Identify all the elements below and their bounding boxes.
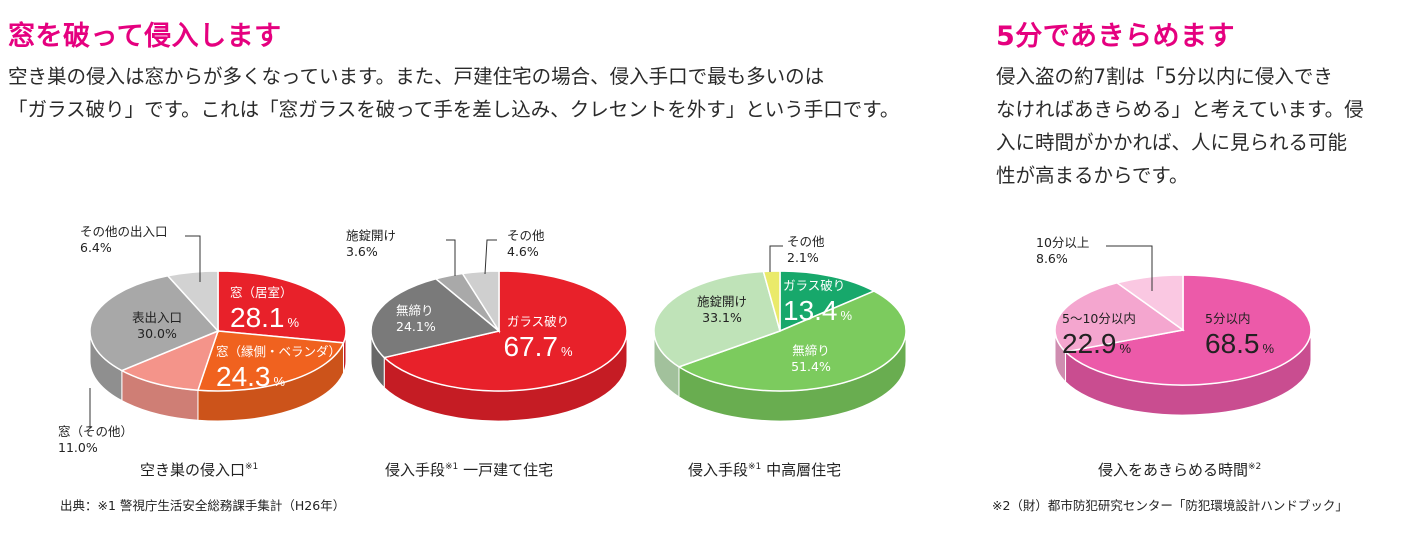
left-paragraph: 空き巣の侵入は窓からが多くなっています。また、戸建住宅の場合、侵入手口で最も多い… <box>8 60 899 126</box>
pie-4-value-3: 8.6% <box>1036 251 1068 266</box>
chart-1-caption-text: 空き巣の侵入口 <box>140 461 246 479</box>
pie-3-label-1: ガラス破り <box>783 278 845 293</box>
chart-3-caption-note: ※1 <box>748 462 762 472</box>
pie-4-label-1: 5分以内 <box>1205 311 1250 326</box>
pie-1-leader-5 <box>185 235 201 282</box>
pie-3-label-4: その他 <box>787 234 825 249</box>
pie-3-slice-2 <box>677 290 907 392</box>
chart-3-caption-text: 侵入手段 <box>688 461 749 479</box>
pie-4-label-3: 10分以上 <box>1036 235 1089 250</box>
pie-4-label-2: 5～10分以内 <box>1062 311 1136 326</box>
pie-3-slice-3 <box>653 270 781 368</box>
pie-1-slice-2 <box>196 330 345 392</box>
pie-2-slice-2 <box>370 277 501 359</box>
pie-chart-1: 窓（居室）28.1 %窓（縁側・ベランダ）24.3 %窓（その他）11.0%表出入口… <box>58 224 347 455</box>
pie-4-slice-3 <box>1115 274 1184 332</box>
pie-4-slice-2 <box>1054 282 1185 353</box>
pie-2-value-2: 24.1% <box>396 319 436 334</box>
pie-1-label-3: 窓（その他） <box>58 424 133 439</box>
pie-4-leader-3 <box>1106 245 1153 291</box>
right-paragraph-line-2: なければあきらめる」と考えています。侵 <box>996 98 1364 121</box>
pie-1-value-4: 30.0% <box>137 326 177 341</box>
pie-2-label-2: 無締り <box>396 303 434 318</box>
right-paragraph-line-1: 侵入盗の約7割は「5分以内に侵入でき <box>996 65 1333 88</box>
pie-3-value-4: 2.1% <box>787 250 819 265</box>
pie-3-slice-1 <box>779 270 876 333</box>
chart-1-caption-note: ※1 <box>245 462 259 472</box>
left-heading: 窓を破って侵入します <box>8 21 282 52</box>
pie-3-label-2: 無締り <box>792 343 830 358</box>
right-paragraph-line-4: 性が高まるからです。 <box>996 164 1189 187</box>
chart-4-caption-note: ※2 <box>1248 462 1262 472</box>
pie-3-value-3: 33.1% <box>702 310 742 325</box>
chart-2-caption: 侵入手段※1 一戸建て住宅 <box>385 459 553 480</box>
pie-1-label-2: 窓（縁側・ベランダ） <box>216 344 341 359</box>
pie-3-slice-4 <box>762 270 781 332</box>
pie-2-label-1: ガラス破り <box>507 314 569 329</box>
chart-4-caption-text: 侵入をあきらめる時間 <box>1098 461 1249 479</box>
pie-2-leader-4 <box>484 239 497 275</box>
pie-2-leader-3 <box>446 239 456 276</box>
pie-2-label-4: その他 <box>507 228 545 243</box>
pie-2-value-4: 4.6% <box>507 244 539 259</box>
right-source-note: ※2（財）都市防犯研究センター「防犯環境設計ハンドブック」 <box>992 498 1348 513</box>
pie-2-value-3: 3.6% <box>346 244 378 259</box>
right-paragraph-line-3: 入に時間がかかれば、人に見られる可能 <box>996 131 1348 154</box>
chart-4-caption: 侵入をあきらめる時間※2 <box>1098 459 1261 480</box>
pie-4-slice-1 <box>1063 274 1312 386</box>
pie-1-value-5: 6.4% <box>80 240 112 255</box>
chart-3-caption: 侵入手段※1 中高層住宅 <box>688 459 841 480</box>
left-paragraph-line-2: 「ガラス破り」です。これは「窓ガラスを破って手を差し込み、クレセントを外す」とい… <box>8 98 900 121</box>
chart-3-caption-suffix: 中高層住宅 <box>766 461 842 479</box>
right-heading: 5分であきらめます <box>996 21 1236 52</box>
pie-1-label-4: 表出入口 <box>132 310 182 325</box>
chart-2-caption-text: 侵入手段 <box>385 461 446 479</box>
chart-2-caption-note: ※1 <box>445 462 459 472</box>
pie-1-label-5: その他の出入口 <box>80 224 168 239</box>
pie-2-slice-4 <box>461 270 500 334</box>
left-source-note: 出典：※1 警視庁生活安全総務課手集計（H26年） <box>60 498 346 513</box>
pie-3-leader-4 <box>769 245 783 272</box>
chart-1-caption: 空き巣の侵入口※1 <box>140 459 258 480</box>
pie-1-label-1: 窓（居室） <box>230 285 293 300</box>
left-paragraph-line-1: 空き巣の侵入は窓からが多くなっています。また、戸建住宅の場合、侵入手口で最も多い… <box>8 65 825 88</box>
right-paragraph: 侵入盗の約7割は「5分以内に侵入でき なければあきらめる」と考えています。侵 入… <box>996 60 1364 192</box>
pie-1-slice-4 <box>89 274 220 372</box>
pie-3-label-3: 施錠開け <box>697 294 747 309</box>
pie-2-label-3: 施錠開け <box>346 228 396 243</box>
pie-1-value-3: 11.0% <box>58 440 98 455</box>
pie-3-value-2: 51.4% <box>791 359 831 374</box>
chart-2-caption-suffix: 一戸建て住宅 <box>463 461 554 479</box>
pie-1-slice-5 <box>166 270 219 333</box>
pie-1-slice-3 <box>120 329 220 392</box>
pie-2-slice-1 <box>382 270 628 392</box>
pie-1-slice-1 <box>217 270 347 344</box>
